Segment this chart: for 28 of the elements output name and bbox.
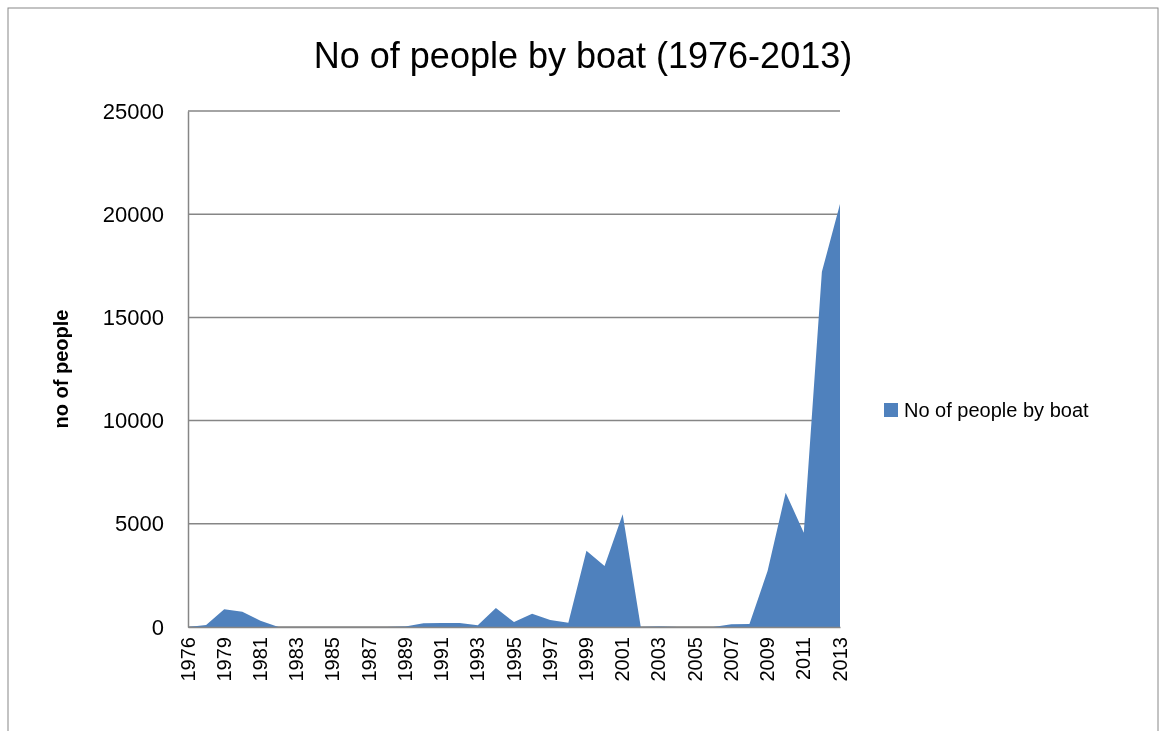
y-axis-title: no of people	[50, 309, 72, 429]
x-tick-label: 1993	[466, 637, 489, 682]
x-tick-label: 1989	[393, 637, 416, 682]
x-tick-label: 2009	[756, 637, 779, 682]
x-tick-label: 2003	[647, 637, 670, 682]
y-tick-label: 15000	[102, 304, 164, 330]
y-tick-label: 20000	[102, 201, 164, 227]
x-tick-label: 1995	[502, 637, 525, 682]
x-tick-label: 2007	[719, 637, 742, 682]
x-tick-label: 1987	[357, 637, 380, 682]
x-tick-label: 1979	[212, 637, 235, 682]
x-tick-label: 2005	[683, 637, 706, 682]
x-tick-label: 2001	[611, 637, 634, 682]
x-tick-label: 2013	[828, 637, 851, 682]
x-tick-label: 1999	[574, 637, 597, 682]
y-tick-label: 10000	[102, 408, 164, 434]
x-tick-label: 1997	[538, 637, 561, 682]
legend-label: No of people by boat	[904, 399, 1090, 421]
y-tick-label: 25000	[102, 98, 164, 124]
x-tick-label: 1991	[430, 637, 453, 682]
x-tick-label: 1983	[285, 637, 308, 682]
x-tick-label: 2011	[792, 637, 815, 681]
x-tick-label: 1985	[321, 637, 344, 682]
y-tick-label: 5000	[115, 511, 164, 537]
y-tick-label: 0	[151, 614, 164, 640]
x-tick-label: 1981	[248, 637, 271, 682]
chart-title: No of people by boat (1976-2013)	[313, 35, 853, 76]
x-tick-label: 1976	[176, 637, 199, 682]
